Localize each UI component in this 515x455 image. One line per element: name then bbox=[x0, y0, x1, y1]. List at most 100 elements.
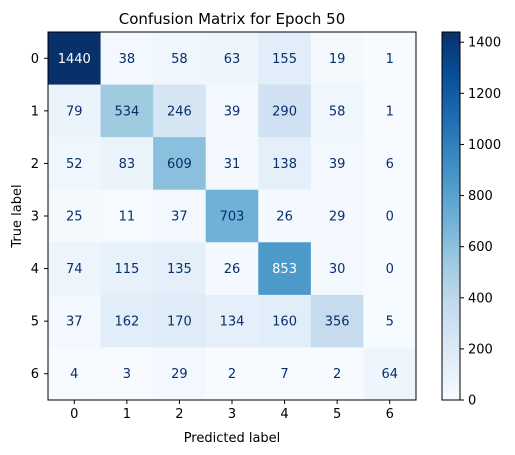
cell-value-label: 6 bbox=[386, 157, 394, 172]
cell-value-label: 29 bbox=[171, 367, 188, 382]
heatmap-cell bbox=[363, 137, 417, 191]
heatmap-cell bbox=[100, 294, 154, 348]
heatmap-cell bbox=[153, 294, 207, 348]
cell-value-label: 1 bbox=[386, 52, 394, 67]
heatmap-cell bbox=[100, 189, 154, 243]
y-axis-label: True label bbox=[10, 184, 25, 248]
heatmap-cell bbox=[48, 84, 102, 138]
heatmap-cell bbox=[205, 294, 259, 348]
cell-value-label: 2 bbox=[228, 367, 236, 382]
heatmap-cell bbox=[205, 242, 259, 296]
cell-value-label: 356 bbox=[325, 315, 350, 330]
cell-value-label: 37 bbox=[66, 315, 83, 330]
heatmap-cell bbox=[205, 137, 259, 191]
x-axis-label: Predicted label bbox=[184, 431, 281, 446]
heatmap-cell bbox=[153, 242, 207, 296]
x-tick-label: 4 bbox=[280, 407, 288, 422]
colorbar-tick-label: 200 bbox=[468, 342, 493, 357]
cell-value-label: 26 bbox=[276, 210, 293, 225]
cell-value-label: 134 bbox=[220, 315, 245, 330]
cell-value-label: 26 bbox=[224, 262, 241, 277]
cell-value-label: 155 bbox=[272, 52, 297, 67]
heatmap-cell bbox=[153, 137, 207, 191]
colorbar bbox=[441, 31, 461, 401]
heatmap-cell bbox=[363, 84, 417, 138]
cell-value-label: 63 bbox=[224, 52, 241, 67]
cell-value-label: 38 bbox=[119, 52, 136, 67]
heatmap-cell bbox=[205, 347, 259, 401]
colorbar-tick-label: 0 bbox=[468, 394, 476, 409]
heatmap-cell-labels: 1440 38 58 63 155 19 179 534 246 39 290 58 152 83 609 3… bbox=[58, 52, 398, 382]
heatmap-cell bbox=[153, 189, 207, 243]
heatmap-cell bbox=[258, 84, 312, 138]
heatmap-cell bbox=[48, 32, 102, 86]
y-tick-label: 5 bbox=[31, 315, 39, 330]
y-axis-ticks: 0 1 2 3 4 5 6 bbox=[31, 52, 48, 382]
cell-value-label: 135 bbox=[167, 262, 192, 277]
y-tick-label: 1 bbox=[31, 104, 39, 119]
x-tick-label: 1 bbox=[123, 407, 131, 422]
heatmap-cell bbox=[205, 189, 259, 243]
cell-value-label: 703 bbox=[220, 210, 245, 225]
heatmap-cell bbox=[100, 32, 154, 86]
cell-value-label: 74 bbox=[66, 262, 83, 277]
heatmap-cell bbox=[258, 189, 312, 243]
cell-value-label: 64 bbox=[381, 367, 398, 382]
x-tick-label: 5 bbox=[333, 407, 341, 422]
heatmap-cell bbox=[100, 84, 154, 138]
cell-value-label: 609 bbox=[167, 157, 192, 172]
heatmap-cell bbox=[258, 242, 312, 296]
x-tick-label: 2 bbox=[175, 407, 183, 422]
cell-value-label: 0 bbox=[386, 210, 394, 225]
heatmap-cell bbox=[48, 189, 102, 243]
heatmap-cell bbox=[48, 347, 102, 401]
x-tick-label: 6 bbox=[386, 407, 394, 422]
heatmap-cell bbox=[258, 137, 312, 191]
heatmap-cell bbox=[48, 242, 102, 296]
cell-value-label: 246 bbox=[167, 104, 192, 119]
cell-value-label: 29 bbox=[329, 210, 346, 225]
x-axis-ticks: 0 1 2 3 4 5 6 bbox=[70, 400, 394, 422]
x-tick-label: 0 bbox=[70, 407, 78, 422]
heatmap-cells bbox=[48, 32, 417, 401]
cell-value-label: 39 bbox=[329, 157, 346, 172]
cell-value-label: 162 bbox=[114, 315, 139, 330]
cell-value-label: 115 bbox=[114, 262, 139, 277]
cell-value-label: 7 bbox=[280, 367, 288, 382]
cell-value-label: 2 bbox=[333, 367, 341, 382]
cell-value-label: 58 bbox=[171, 52, 188, 67]
y-tick-label: 3 bbox=[31, 210, 39, 225]
heatmap-cell bbox=[310, 347, 364, 401]
heatmap-cell bbox=[100, 137, 154, 191]
cell-value-label: 52 bbox=[66, 157, 83, 172]
cell-value-label: 3 bbox=[123, 367, 131, 382]
heatmap-cell bbox=[363, 242, 417, 296]
heatmap-cell bbox=[310, 242, 364, 296]
heatmap-cell bbox=[153, 84, 207, 138]
colorbar-tick-label: 800 bbox=[468, 189, 493, 204]
x-tick-label: 3 bbox=[228, 407, 236, 422]
heatmap-cell bbox=[153, 32, 207, 86]
heatmap-cell bbox=[310, 32, 364, 86]
cell-value-label: 160 bbox=[272, 315, 297, 330]
heatmap-cell bbox=[363, 32, 417, 86]
cell-value-label: 39 bbox=[224, 104, 241, 119]
heatmap-cell bbox=[310, 137, 364, 191]
y-tick-label: 6 bbox=[31, 367, 39, 382]
heatmap-cell bbox=[48, 137, 102, 191]
y-tick-label: 4 bbox=[31, 262, 39, 277]
heatmap-cell bbox=[363, 294, 417, 348]
heatmap-cell bbox=[48, 294, 102, 348]
cell-value-label: 79 bbox=[66, 104, 83, 119]
cell-value-label: 138 bbox=[272, 157, 297, 172]
cell-value-label: 170 bbox=[167, 315, 192, 330]
heatmap-cell bbox=[363, 347, 417, 401]
heatmap-cell bbox=[258, 32, 312, 86]
cell-value-label: 5 bbox=[386, 315, 394, 330]
cell-value-label: 37 bbox=[171, 210, 188, 225]
heatmap-cell bbox=[310, 84, 364, 138]
heatmap-cell bbox=[363, 189, 417, 243]
cell-value-label: 4 bbox=[70, 367, 78, 382]
cell-value-label: 1 bbox=[386, 104, 394, 119]
cell-value-label: 0 bbox=[386, 262, 394, 277]
